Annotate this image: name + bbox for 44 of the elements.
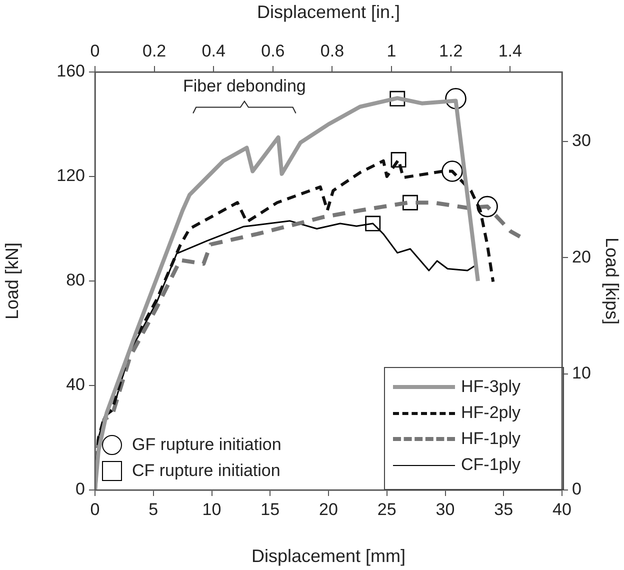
y2-axis-title: Load [kips] <box>602 237 622 325</box>
x-tick-label: 15 <box>260 500 280 519</box>
y2-tick-label: 20 <box>572 247 591 266</box>
point <box>390 152 406 168</box>
x-tick-label: 40 <box>552 500 572 519</box>
y2-tick-label: 0 <box>572 480 582 499</box>
point <box>402 194 418 210</box>
x-tick-label: 10 <box>202 500 222 519</box>
y2-tick-label: 30 <box>572 131 591 150</box>
y-axis-title: Load [kN] <box>2 242 22 320</box>
x-tick-label: 35 <box>494 500 514 519</box>
y-tick-label: 80 <box>66 270 85 290</box>
legend-label: HF-1ply <box>461 429 521 449</box>
legend-label: GF rupture initiation <box>132 435 282 455</box>
point <box>390 90 406 106</box>
annotation: Fiber debonding <box>183 76 306 96</box>
x-tick-label: 30 <box>436 500 455 519</box>
y-tick-label: 0 <box>76 480 85 499</box>
x2-tick-label: 1.2 <box>439 41 463 60</box>
y2-tick-label: 10 <box>572 363 591 382</box>
point <box>445 88 466 110</box>
point <box>442 160 463 182</box>
legend-label: CF rupture initiation <box>132 461 280 481</box>
y-tick-label: 160 <box>56 62 85 81</box>
x2-tick-label: 1.4 <box>498 41 522 60</box>
x2-tick-label: 0.2 <box>142 41 166 60</box>
x2-tick-label: 0.6 <box>261 41 285 60</box>
point <box>476 196 498 218</box>
x2-axis-title: Displacement [in.] <box>256 2 400 22</box>
legend-label: HF-3ply <box>461 377 521 397</box>
y-tick-label: 120 <box>56 166 85 186</box>
x-tick-label: 20 <box>319 500 338 519</box>
legend-label: HF-2ply <box>461 403 521 423</box>
x-tick-label: 0 <box>90 500 100 519</box>
y-tick-label: 40 <box>66 375 85 394</box>
x2-tick-label: 0.8 <box>320 41 344 60</box>
x2-tick-label: 0.4 <box>202 41 226 60</box>
x2-tick-label: 0 <box>90 41 100 60</box>
x-tick-label: 25 <box>377 500 396 519</box>
legend-label: CF-1ply <box>461 455 521 475</box>
x-axis-title: Displacement [mm] <box>251 546 406 566</box>
x2-tick-label: 1 <box>386 41 396 60</box>
point <box>365 216 381 232</box>
x-tick-label: 5 <box>148 500 158 519</box>
